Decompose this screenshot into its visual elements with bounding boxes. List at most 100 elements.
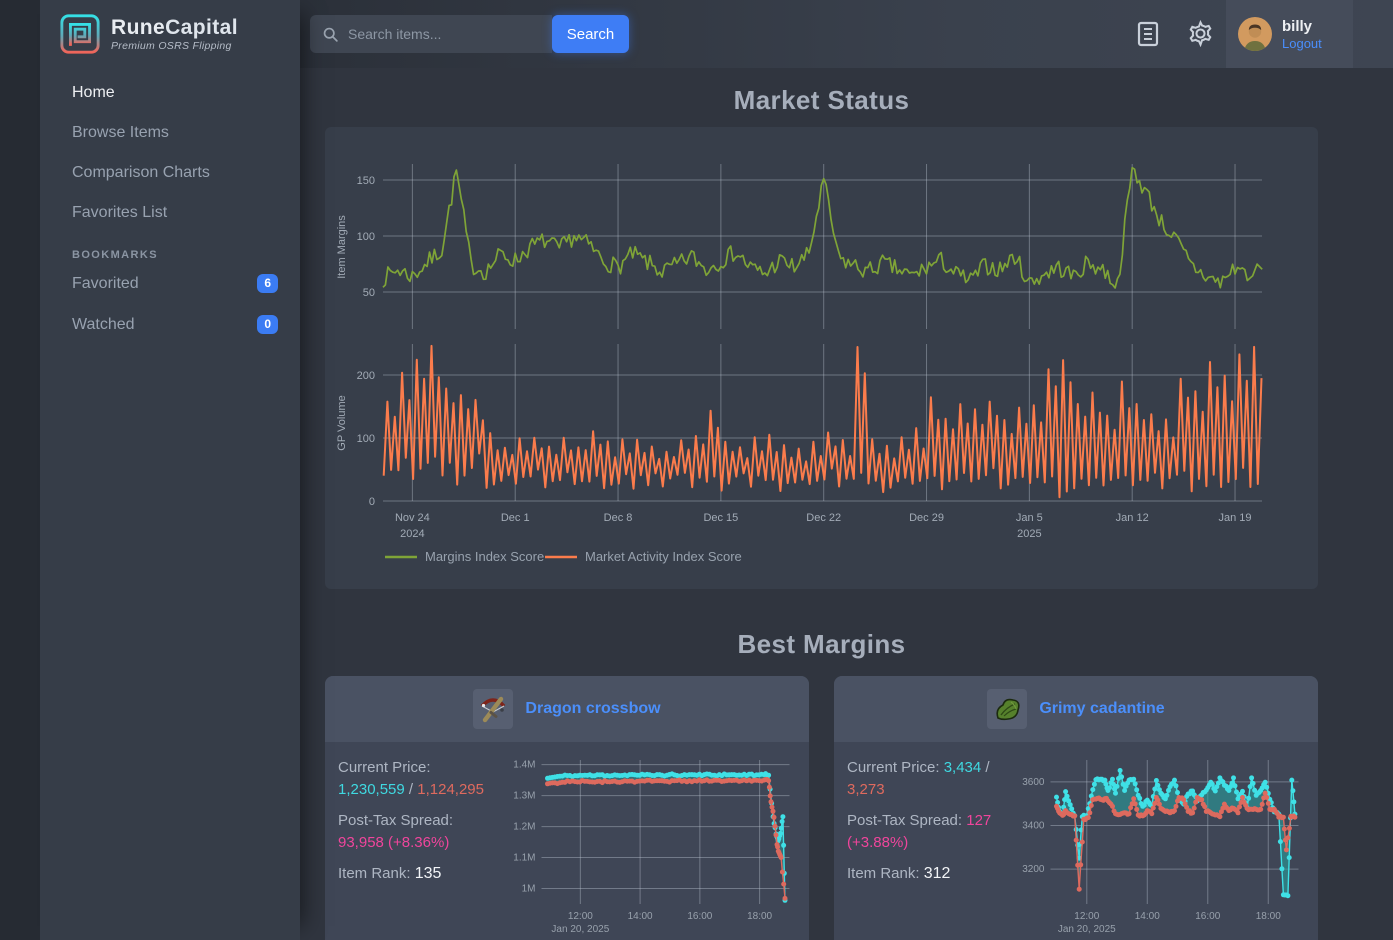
- search-box[interactable]: [310, 15, 552, 53]
- item-card-header: Dragon crossbow: [325, 676, 809, 742]
- brand-name-suffix: Capital: [165, 16, 238, 39]
- rank-value: 135: [414, 865, 442, 882]
- item-card-grimy-cadantine: Grimy cadantine Current Price: 3,434 / 3…: [834, 676, 1318, 940]
- rank-value: 312: [923, 865, 951, 882]
- svg-text:18:00: 18:00: [1256, 911, 1281, 922]
- settings-gear-icon[interactable]: [1187, 20, 1214, 47]
- price-separator: /: [404, 781, 418, 798]
- svg-text:2024: 2024: [400, 528, 424, 540]
- document-icon[interactable]: [1136, 21, 1160, 47]
- sidebar-item-home[interactable]: Home: [72, 84, 115, 101]
- herb-icon: [996, 698, 1020, 721]
- svg-text:200: 200: [357, 370, 375, 382]
- svg-text:12:00: 12:00: [1074, 911, 1099, 922]
- svg-text:14:00: 14:00: [1135, 911, 1160, 922]
- rank-label: Item Rank:: [338, 865, 411, 882]
- item-icon-tile: [987, 689, 1028, 729]
- svg-text:Jan 19: Jan 19: [1219, 512, 1252, 524]
- search-bar: Search: [310, 15, 629, 53]
- best-margins-cards: Dragon crossbow Current Price: 1,230,559…: [325, 676, 1318, 940]
- rank-label: Item Rank:: [847, 865, 920, 882]
- svg-text:3600: 3600: [1022, 777, 1045, 788]
- svg-text:100: 100: [357, 433, 375, 445]
- item-link[interactable]: Dragon crossbow: [525, 700, 661, 717]
- svg-text:Dec 1: Dec 1: [501, 512, 530, 524]
- market-status-chart[interactable]: 50 100 150 0 100 200 Nov 24 2024 Dec 1 Dec 8 Dec 1…: [325, 127, 1318, 589]
- svg-text:Dec 15: Dec 15: [703, 512, 738, 524]
- svg-text:Jan 20, 2025: Jan 20, 2025: [1058, 924, 1116, 935]
- topbar: Search bil: [300, 0, 1393, 68]
- current-price-row: Current Price: 3,434 / 3,273: [847, 757, 1007, 801]
- svg-text:12:00: 12:00: [568, 911, 593, 922]
- sidebar-item-browse-items[interactable]: Browse Items: [72, 124, 169, 141]
- svg-text:3400: 3400: [1022, 820, 1045, 831]
- item-card-header: Grimy cadantine: [834, 676, 1318, 742]
- svg-text:Nov 24: Nov 24: [395, 512, 430, 524]
- username: billy: [1282, 17, 1313, 35]
- sidebar-section-bookmarks: BOOKMARKS: [72, 249, 158, 261]
- avatar: [1238, 17, 1272, 51]
- item-card-dragon-crossbow: Dragon crossbow Current Price: 1,230,559…: [325, 676, 809, 940]
- brand-logo: RuneCapital Premium OSRS Flipping: [40, 0, 300, 73]
- svg-text:18:00: 18:00: [747, 911, 772, 922]
- rank-row: Item Rank: 312: [847, 863, 1007, 885]
- price-separator: /: [981, 759, 990, 776]
- sidebar: RuneCapital Premium OSRS Flipping Home B…: [40, 0, 300, 940]
- item-icon-tile: [473, 689, 514, 729]
- brand-name-prefix: Rune: [111, 16, 166, 39]
- sidebar-item-favorites-list[interactable]: Favorites List: [72, 204, 168, 221]
- brand-name: RuneCapital: [111, 16, 238, 40]
- svg-text:100: 100: [357, 231, 375, 243]
- rank-row: Item Rank: 135: [338, 863, 498, 885]
- spread-row: Post-Tax Spread: 93,958 (+8.36%): [338, 810, 498, 854]
- svg-text:Jan 12: Jan 12: [1116, 512, 1149, 524]
- svg-text:Dec 8: Dec 8: [604, 512, 633, 524]
- best-margins-title: Best Margins: [737, 629, 906, 659]
- sidebar-item-favorited-label: Favorited: [72, 274, 139, 292]
- item-stats: Current Price: 1,230,559 / 1,124,295 Pos…: [338, 752, 498, 940]
- brand-tagline: Premium OSRS Flipping: [111, 40, 232, 52]
- search-input[interactable]: [348, 26, 538, 42]
- brand-logo-icon: [60, 14, 100, 54]
- sidebar-item-favorited[interactable]: Favorited 6: [40, 263, 300, 304]
- dragon-crossbow-price-chart[interactable]: 1M 1.1M 1.2M 1.3M 1.4M 12:00 14:00 16:00 18:00 Ja…: [498, 752, 805, 940]
- current-price-label: Current Price:: [847, 759, 940, 776]
- legend-item[interactable]: Market Activity Index Score: [585, 549, 742, 564]
- item-link[interactable]: Grimy cadantine: [1039, 700, 1165, 717]
- legend-item[interactable]: Margins Index Score: [425, 549, 544, 564]
- price-high-value: 1,230,559: [338, 781, 405, 798]
- spread-label: Post-Tax Spread:: [338, 812, 454, 829]
- svg-text:Dec 29: Dec 29: [909, 512, 944, 524]
- svg-text:Item Margins: Item Margins: [336, 215, 348, 279]
- search-icon: [323, 27, 338, 42]
- svg-text:0: 0: [369, 496, 375, 508]
- sidebar-item-watched[interactable]: Watched 0: [40, 304, 300, 345]
- market-status-panel: 50 100 150 0 100 200 Nov 24 2024 Dec 1 Dec 8 Dec 1…: [325, 127, 1318, 589]
- main-content: Market Status 50 100 150 0 100 200 Nov 24 2024 D…: [300, 68, 1393, 940]
- svg-text:1.1M: 1.1M: [513, 853, 535, 864]
- current-price-label: Current Price:: [338, 759, 431, 776]
- spread-value: 127 (+3.88%): [847, 812, 992, 851]
- item-card-body: Current Price: 1,230,559 / 1,124,295 Pos…: [325, 742, 809, 940]
- item-stats: Current Price: 3,434 / 3,273 Post-Tax Sp…: [847, 752, 1007, 940]
- price-low-value: 1,124,295: [417, 781, 484, 798]
- current-price-row: Current Price: 1,230,559 / 1,124,295: [338, 757, 498, 801]
- svg-text:50: 50: [363, 287, 375, 299]
- svg-text:Jan 5: Jan 5: [1016, 512, 1043, 524]
- svg-text:1M: 1M: [522, 884, 536, 895]
- sidebar-item-comparison-charts[interactable]: Comparison Charts: [72, 164, 210, 181]
- sidebar-item-watched-label: Watched: [72, 315, 135, 333]
- svg-text:1.3M: 1.3M: [513, 791, 535, 802]
- svg-text:2025: 2025: [1017, 528, 1041, 540]
- svg-text:GP Volume: GP Volume: [336, 395, 348, 450]
- spread-label: Post-Tax Spread:: [847, 812, 963, 829]
- spread-value: 93,958 (+8.36%): [338, 834, 450, 851]
- search-button[interactable]: Search: [552, 15, 629, 53]
- price-low-value: 3,273: [847, 781, 885, 798]
- user-menu[interactable]: billy Logout: [1226, 0, 1353, 68]
- svg-text:1.4M: 1.4M: [513, 760, 535, 771]
- logout-link[interactable]: Logout: [1282, 35, 1322, 51]
- watched-count-badge: 0: [257, 315, 278, 334]
- grimy-cadantine-price-chart[interactable]: 3200 3400 3600 12:00 14:00 16:00 18:00 Jan 20, …: [1007, 752, 1314, 940]
- svg-text:16:00: 16:00: [687, 911, 712, 922]
